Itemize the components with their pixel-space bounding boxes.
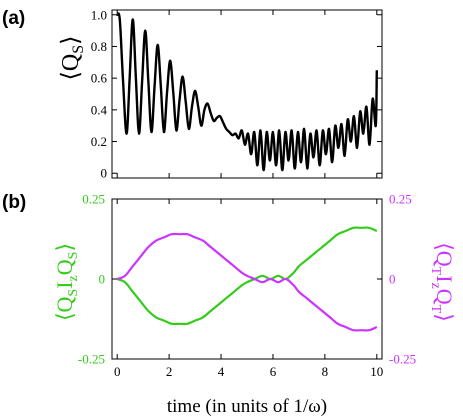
panel-b-frame	[111, 198, 383, 360]
panel-b-label: (b)	[2, 192, 26, 213]
panel-b-ylabel-left-sub1: S	[66, 289, 81, 297]
panel-a-plot	[115, 12, 379, 172]
svg-text:⟨QSIzQS⟩: ⟨QSIzQS⟩	[52, 243, 81, 321]
panel-b-ylabel-left-langle: ⟨	[52, 312, 77, 321]
panel-b-series-line	[116, 226, 378, 326]
panel-b-ylabel-left-rangle: ⟩	[52, 243, 77, 252]
panel-a-ylabel-rangle: ⟩	[58, 36, 84, 45]
panel-b-xtick-label: 4	[218, 364, 225, 379]
panel-b-xtick-label: 0	[114, 364, 121, 379]
panel-b-ylabel-left: ⟨QSIzQS⟩	[52, 243, 81, 321]
panel-b-ytick-label-right: 0	[389, 272, 396, 287]
panel-b-xlabel: time (in units of 1/ω)	[167, 396, 327, 417]
panel-a-ytick-label: 0.2	[91, 134, 107, 149]
svg-text:⟨QTIzQT⟩: ⟨QTIzQT⟩	[428, 242, 457, 322]
panel-b-ytick-label-left: 0	[99, 272, 106, 287]
panel-b-xtick-label: 2	[166, 364, 173, 379]
panel-a-series-line	[115, 12, 379, 172]
panel-b-xtick-label: 8	[322, 364, 329, 379]
panel-b-xtick-label: 6	[270, 364, 277, 379]
panel-b-xtick-labels: 0 2 4 6 8 10	[114, 364, 383, 379]
panel-b-ytick-label-right: 0.25	[389, 192, 412, 207]
panel-a-ytick-label: 0.4	[91, 102, 108, 117]
panel-b-ylabel-right-sub2: z	[428, 283, 443, 289]
panel-a-ylabel: ⟨QS⟩	[58, 36, 87, 81]
panel-b-ylabel-left-sub3: S	[66, 252, 81, 260]
panel-a-ytick-label: 1.0	[91, 7, 107, 22]
panel-b-series-line	[116, 232, 378, 332]
panel-b-ytick-labels-left: -0.25 0 0.25	[78, 192, 105, 367]
panel-b-ytick-labels-right: -0.25 0 0.25	[389, 192, 416, 367]
panel-b-ylabel-left-sub2: z	[66, 275, 81, 281]
panel-a-ylabel-symbol: Q	[58, 54, 84, 71]
panel-b-plot	[116, 226, 378, 332]
panel-b-ylabel-left-q1: Q	[52, 296, 77, 312]
panel-a-ytick-labels: 0 0.2 0.4 0.6 0.8 1.0	[91, 7, 108, 180]
panel-b-ylabel-right-sub3: T	[428, 305, 443, 314]
panel-b-ytick-label-right: -0.25	[389, 352, 416, 367]
panel-a-ylabel-subscript: S	[70, 45, 87, 54]
panel-b-ytick-label-left: 0.25	[82, 192, 105, 207]
panel-b-ticks	[112, 198, 382, 360]
panel-b-ylabel-left-q2: Q	[52, 259, 77, 275]
panel-b-ylabel-right-sub1: T	[428, 267, 443, 276]
panel-a-frame	[111, 9, 383, 179]
panel-b-ytick-label-left: -0.25	[78, 352, 105, 367]
panel-b-ylabel-right-q1: Q	[432, 251, 457, 267]
panel-b-ylabel-left-i: I	[52, 281, 77, 288]
panel-a-ticks	[112, 10, 382, 178]
panel-a-ytick-label: 0.8	[91, 39, 107, 54]
panel-b-ylabel-right: ⟨QTIzQT⟩	[428, 242, 457, 322]
panel-a-ytick-label: 0.6	[91, 71, 108, 86]
panel-a-label: (a)	[2, 8, 25, 29]
panel-b-xtick-label: 10	[370, 364, 383, 379]
panel-b-ylabel-right-q2: Q	[432, 289, 457, 305]
panel-a-ytick-label: 0	[101, 166, 108, 181]
panel-b-ylabel-right-langle: ⟨	[432, 242, 457, 251]
panel-b-ylabel-right-i: I	[432, 275, 457, 282]
panel-a-ylabel-langle: ⟨	[58, 71, 84, 80]
panel-b-ylabel-right-rangle: ⟩	[432, 313, 457, 322]
svg-text:⟨QS⟩: ⟨QS⟩	[58, 36, 87, 81]
